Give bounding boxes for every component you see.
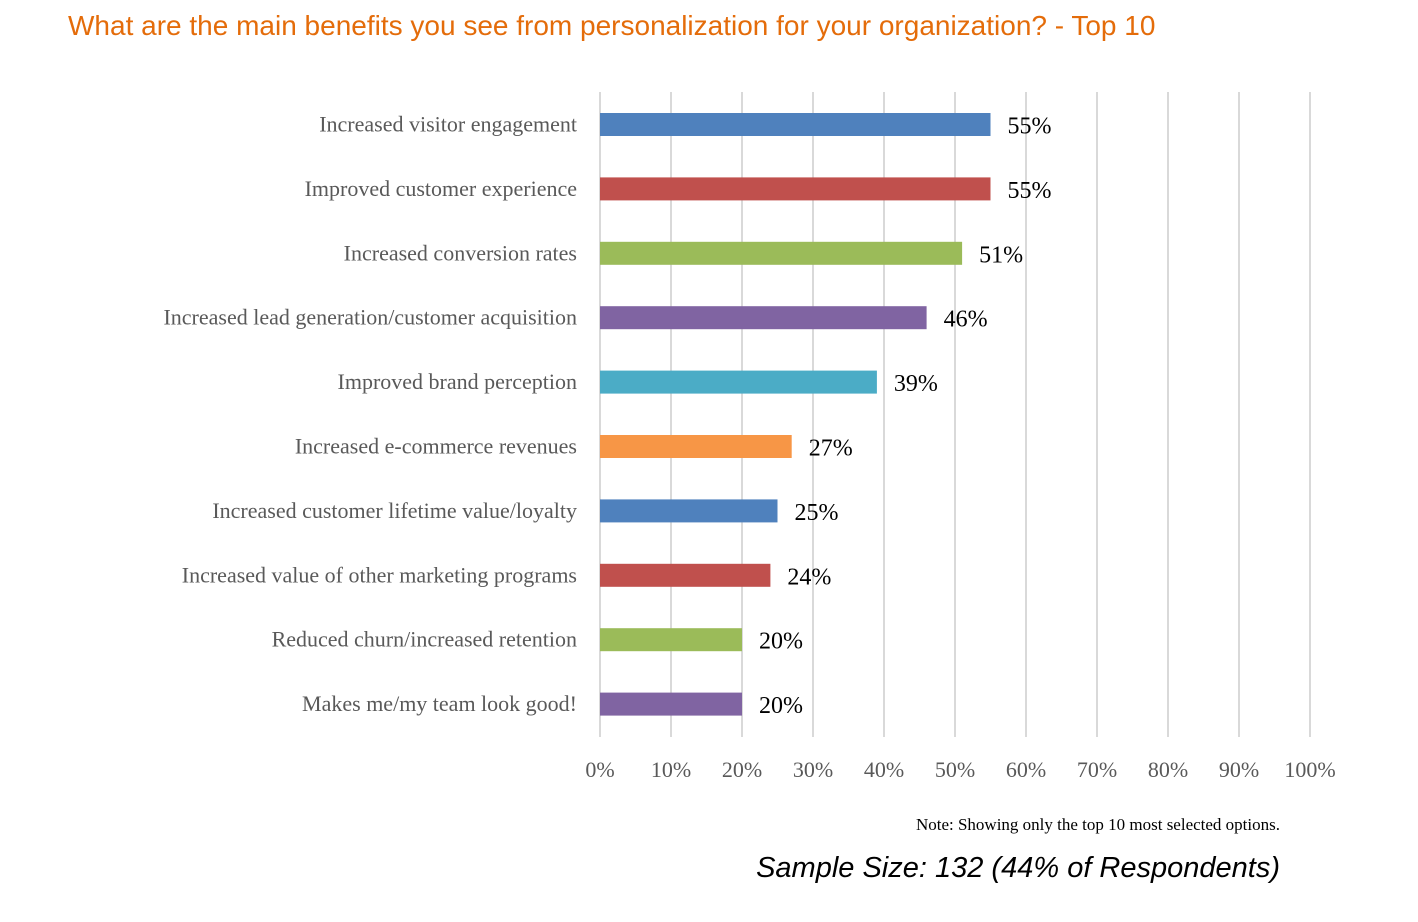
category-labels: Increased visitor engagement Improved cus… [163, 112, 577, 717]
value-label: 27% [809, 436, 853, 462]
bar [600, 370, 877, 394]
x-tick-label: 60% [1006, 757, 1046, 782]
category-label: Improved customer experience [305, 176, 577, 201]
value-label: 39% [894, 371, 938, 397]
bar [600, 306, 927, 330]
x-tick-label: 10% [651, 757, 691, 782]
category-label: Increased lead generation/customer acqui… [163, 305, 577, 330]
value-label: 55% [1008, 178, 1052, 204]
category-label: Increased customer lifetime value/loyalt… [212, 498, 577, 523]
x-tick-label: 50% [935, 757, 975, 782]
x-axis-ticks: 0% 10% 20% 30% 40% 50% 60% 70% 80% 90% 100% [585, 757, 1335, 782]
x-tick-label: 70% [1077, 757, 1117, 782]
bar [600, 628, 742, 652]
category-label: Increased conversion rates [344, 240, 577, 265]
x-tick-label: 0% [585, 757, 614, 782]
value-label: 24% [787, 564, 831, 590]
category-label: Increased value of other marketing progr… [182, 562, 577, 587]
sample-size: Sample Size: 132 (44% of Respondents) [756, 852, 1280, 884]
bar [600, 113, 991, 136]
category-label: Improved brand perception [338, 369, 577, 394]
bar [600, 241, 963, 265]
x-tick-label: 100% [1284, 757, 1335, 782]
category-label: Increased e-commerce revenues [295, 434, 577, 459]
bar [600, 563, 771, 587]
x-tick-label: 20% [722, 757, 762, 782]
value-label: 46% [944, 307, 988, 333]
value-label: 20% [759, 629, 803, 655]
bar [600, 435, 792, 458]
value-label: 51% [979, 242, 1023, 268]
bars [600, 113, 991, 716]
chart-note: Note: Showing only the top 10 most selec… [915, 815, 1280, 834]
category-label: Makes me/my team look good! [302, 691, 577, 716]
x-tick-label: 40% [864, 757, 904, 782]
value-label: 55% [1008, 114, 1052, 140]
chart-title: What are the main benefits you see from … [68, 10, 1156, 41]
value-labels: 55% 55% 51% 46% 39% 27% 25% 24% 20% 20% [759, 114, 1052, 720]
category-label: Increased visitor engagement [319, 112, 577, 137]
bar [600, 692, 742, 716]
bar [600, 499, 778, 523]
x-tick-label: 90% [1219, 757, 1259, 782]
value-label: 20% [759, 693, 803, 719]
x-tick-label: 80% [1148, 757, 1188, 782]
value-label: 25% [795, 500, 839, 526]
bar [600, 177, 991, 201]
category-label: Reduced churn/increased retention [272, 627, 577, 652]
x-tick-label: 30% [793, 757, 833, 782]
